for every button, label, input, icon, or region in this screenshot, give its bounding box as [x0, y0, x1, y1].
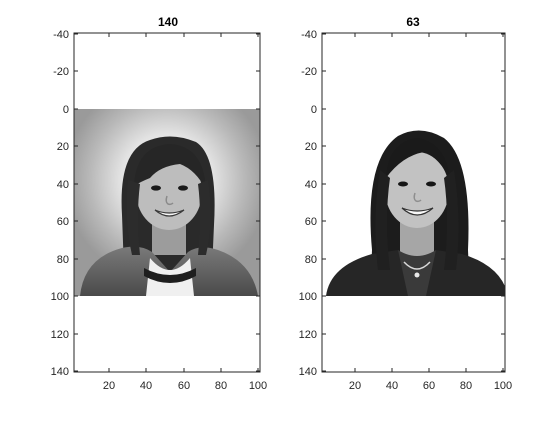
x-tick-label: 40 [386, 380, 398, 392]
y-tick-label: 140 [299, 366, 317, 378]
axes-box [321, 32, 506, 373]
portrait-image [322, 109, 505, 296]
x-tick-label: 20 [103, 380, 115, 392]
y-tick-label: 20 [57, 141, 69, 153]
y-tick-label: 40 [57, 179, 69, 191]
y-tick-label: 120 [51, 329, 69, 341]
y-tick-label: -40 [301, 29, 317, 41]
y-axis: -40 -20 0 20 40 60 80 100 120 140 [299, 29, 505, 378]
y-tick-label: 100 [51, 291, 69, 303]
y-axis: -40 -20 0 20 40 60 80 100 120 140 [51, 29, 260, 378]
x-tick-label: 40 [140, 380, 152, 392]
y-tick-label: 0 [311, 104, 317, 116]
x-tick-label: 100 [249, 380, 267, 392]
y-tick-label: -40 [53, 29, 69, 41]
y-tick-label: 20 [305, 141, 317, 153]
x-tick-label: 60 [178, 380, 190, 392]
y-tick-label: 120 [299, 329, 317, 341]
x-tick-label: 100 [494, 380, 512, 392]
y-tick-label: 80 [57, 254, 69, 266]
y-tick-label: 100 [299, 291, 317, 303]
y-tick-label: 40 [305, 179, 317, 191]
y-tick-label: 140 [51, 366, 69, 378]
y-tick-label: -20 [53, 66, 69, 78]
x-tick-label: 80 [460, 380, 472, 392]
y-tick-label: 60 [57, 216, 69, 228]
subplot-right: 63 [299, 15, 513, 392]
y-tick-label: 60 [305, 216, 317, 228]
portrait-image [74, 109, 260, 296]
x-tick-label: 80 [215, 380, 227, 392]
x-tick-label: 20 [349, 380, 361, 392]
subplot-left: 140 [51, 15, 268, 392]
y-tick-label: 80 [305, 254, 317, 266]
x-tick-label: 60 [423, 380, 435, 392]
x-axis: 20 40 60 80 100 [103, 33, 267, 392]
x-axis: 20 40 60 80 100 [349, 33, 512, 392]
subplot-title: 140 [158, 15, 178, 29]
subplot-title: 63 [406, 15, 420, 29]
y-tick-label: 0 [63, 104, 69, 116]
axes-box [73, 32, 261, 373]
y-tick-label: -20 [301, 66, 317, 78]
